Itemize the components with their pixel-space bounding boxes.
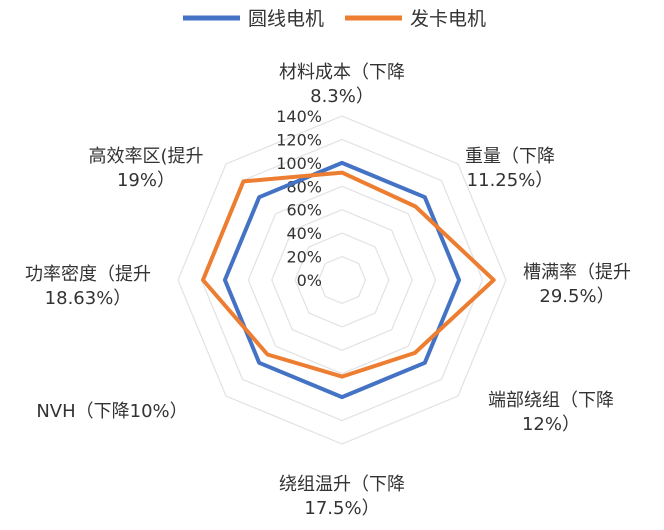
tick-label: 20% (286, 248, 322, 267)
grid-ring (317, 255, 367, 305)
category-label: 19%） (117, 170, 175, 191)
category-label: 绕组温升（下降 (279, 474, 405, 495)
grid-ring (177, 115, 507, 445)
category-label: 12%） (522, 414, 580, 435)
category-label: 高效率区(提升 (88, 146, 203, 167)
grid-ring (271, 209, 413, 351)
category-label: 11.25%） (467, 170, 554, 191)
grid-ring (247, 185, 437, 375)
tick-label: 40% (286, 224, 322, 243)
grid-ring (294, 232, 390, 328)
category-label: 功率密度（提升 (25, 264, 151, 285)
legend: 圆线电机 发卡电机 (183, 8, 486, 30)
radar-grid (177, 115, 507, 445)
tick-label: 60% (286, 201, 322, 220)
category-label: 端部绕组（下降 (488, 390, 614, 411)
tick-label: 0% (297, 271, 322, 290)
category-label: 重量（下降 (465, 146, 555, 167)
legend-label-series-2: 发卡电机 (410, 8, 486, 30)
category-label: 17.5%） (304, 498, 379, 519)
category-label: 18.63%） (45, 288, 132, 309)
radial-tick-labels: 0%20%40%60%80%100%120%140% (276, 107, 322, 290)
category-label: 8.3%） (310, 86, 374, 107)
tick-label: 140% (276, 107, 322, 126)
category-label: NVH（下降10%） (36, 401, 187, 422)
series-layer (201, 160, 496, 400)
series-line-1 (222, 160, 462, 400)
category-label: 29.5%） (539, 286, 614, 307)
tick-label: 100% (276, 154, 322, 173)
tick-label: 120% (276, 130, 322, 149)
category-label: 材料成本（下降 (279, 62, 405, 83)
series-line-2 (201, 170, 496, 379)
category-labels: 材料成本（下降 8.3%） 重量（下降 11.25%） 槽满率（提升 29.5%） 端部绕组… (25, 62, 631, 519)
legend-label-series-1: 圆线电机 (248, 8, 324, 30)
category-label: 槽满率（提升 (523, 262, 631, 283)
